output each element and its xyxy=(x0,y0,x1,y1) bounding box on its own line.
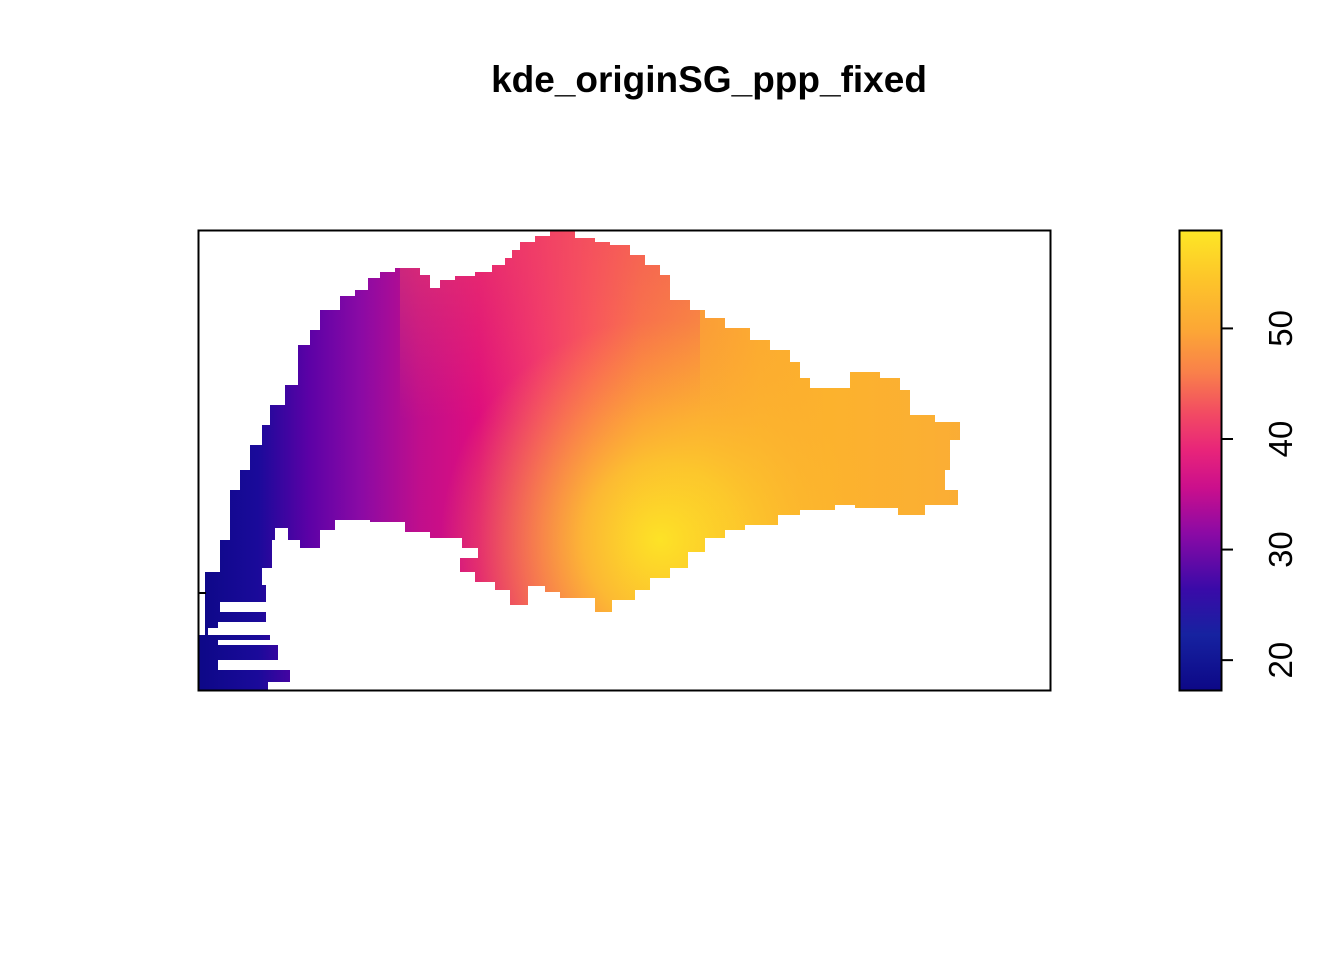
chart-title: kde_originSG_ppp_fixed xyxy=(491,59,927,100)
colorbar-tick-label: 40 xyxy=(1262,421,1299,458)
intensity-peak xyxy=(198,230,960,690)
colorbar: 20 30 40 50 xyxy=(1178,229,1299,692)
colorbar-ticks: 20 30 40 50 xyxy=(1221,310,1299,679)
colorbar-tick-label: 20 xyxy=(1262,642,1299,679)
intensity-map xyxy=(198,230,960,690)
colorbar-tick-label: 50 xyxy=(1262,310,1299,347)
colorbar-tick-label: 30 xyxy=(1262,531,1299,568)
colorbar-frame xyxy=(1178,229,1223,692)
plot-frame xyxy=(197,229,1052,692)
colorbar-ramp xyxy=(1179,230,1221,690)
